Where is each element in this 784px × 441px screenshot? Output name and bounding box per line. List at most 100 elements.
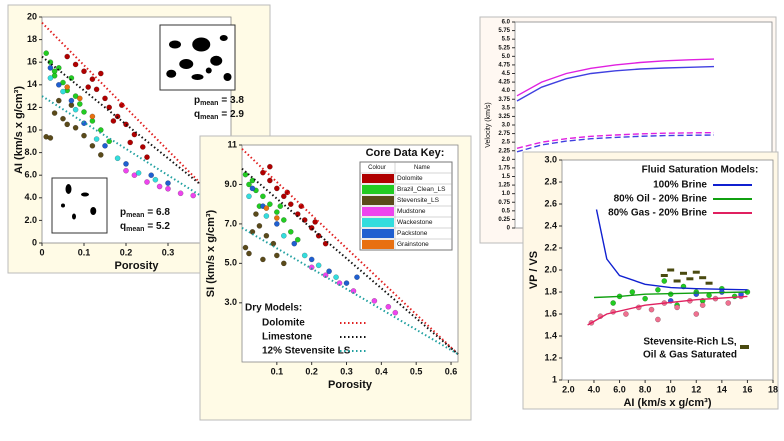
y-tick-label: 2.0	[24, 215, 37, 225]
legend-label: 80% Gas - 20% Brine	[608, 208, 707, 219]
point	[64, 84, 71, 90]
annotation-text: = 5.2	[147, 221, 170, 232]
y-tick-label: 3.0	[224, 297, 237, 307]
point	[280, 217, 287, 223]
point	[308, 264, 315, 271]
point	[123, 121, 129, 128]
point	[280, 193, 287, 200]
x-axis-label: AI (km/s x g/cm³)	[623, 397, 711, 409]
point	[693, 311, 700, 317]
point	[253, 211, 259, 217]
point	[76, 101, 83, 107]
pore	[179, 59, 194, 69]
legend-label: Stevensite-Rich LS,	[643, 337, 737, 348]
point	[371, 297, 378, 304]
legend-label: 100% Brine	[653, 180, 707, 191]
point	[106, 104, 113, 111]
y-tick-label: 8.0	[24, 147, 37, 157]
y-tick-label: 16	[27, 57, 37, 67]
y-axis-label: SI (km/s x g/cm³)	[205, 209, 217, 297]
pore	[166, 69, 177, 78]
y-tick-label: 0	[32, 237, 37, 247]
legend-swatch	[362, 229, 394, 238]
legend-swatch	[740, 345, 749, 349]
point	[64, 121, 71, 128]
y-tick-label: 5.5	[502, 37, 511, 43]
y-tick-label: 2.75	[498, 131, 510, 137]
point	[263, 232, 270, 239]
x-tick-label: 0.4	[375, 366, 388, 376]
chart: 3.0 5.0 7.0 9.0 11 0.1 0.2 0.3 0.4 0.5 0.6 Porosity…	[199, 135, 472, 421]
x-tick-label: 0.1	[271, 366, 284, 376]
x-tick-label: 0.5	[410, 366, 423, 376]
point	[260, 193, 266, 200]
x-tick-label: 6.0	[613, 384, 626, 394]
y-tick-label: 11	[227, 139, 237, 149]
y-tick-label: 1.2	[544, 352, 557, 362]
y-tick-label: 5.0	[502, 54, 511, 60]
point	[47, 135, 54, 141]
legend-title: Fluid Saturation Models:	[642, 165, 759, 176]
point	[610, 300, 617, 306]
pore	[192, 37, 211, 52]
point	[165, 185, 171, 192]
inset-image	[159, 24, 236, 91]
point	[667, 268, 675, 272]
y-tick-label: 20	[27, 11, 37, 21]
y-tick-label: 1.0	[502, 191, 511, 197]
y-tick-label: 7.0	[224, 218, 237, 228]
point	[315, 262, 322, 269]
y-axis-label: VP / VS	[528, 251, 540, 289]
pore	[61, 203, 65, 208]
point	[312, 219, 319, 225]
annotation: qmean = 2.9	[194, 109, 244, 121]
point	[102, 95, 108, 102]
annotation: qmean = 5.2	[120, 221, 170, 233]
legend-label: Grainstone	[397, 241, 429, 248]
annotation-text: = 6.8	[147, 207, 170, 218]
point	[267, 177, 273, 184]
legend-title: Core Data Key:	[366, 147, 445, 159]
annotation-text: = 2.9	[221, 109, 244, 120]
legend-label: Limestone	[262, 332, 312, 343]
x-tick-label: 2.0	[562, 384, 575, 394]
x-tick-label: 12	[691, 384, 701, 394]
point	[114, 155, 121, 162]
point	[81, 68, 87, 75]
point	[131, 172, 138, 179]
y-tick-label: 1.75	[498, 165, 510, 171]
point	[85, 84, 92, 90]
x-tick-label: 8.0	[639, 384, 652, 394]
series-line	[41, 95, 232, 216]
y-tick-label: 5.0	[224, 258, 237, 268]
y-tick-label: 1.8	[544, 286, 557, 296]
legend-swatch	[362, 207, 394, 216]
point	[72, 106, 79, 113]
point	[89, 113, 96, 120]
x-tick-label: 10	[666, 384, 676, 394]
y-tick-label: 1.5	[502, 174, 511, 180]
inset-image	[51, 177, 108, 234]
legend-swatch	[362, 240, 394, 249]
y-tick-label: 1.4	[544, 330, 557, 340]
x-tick-label: 0.2	[305, 366, 318, 376]
y-tick-label: 12	[27, 102, 37, 112]
y-tick-label: 1.6	[544, 308, 557, 318]
y-tick-label: 4.5	[502, 71, 511, 77]
pore	[169, 40, 181, 49]
point	[64, 53, 71, 60]
annotation-symbol: p	[120, 207, 126, 218]
point	[326, 268, 332, 275]
pore	[191, 74, 204, 80]
point	[260, 169, 266, 176]
y-axis-label: Velocity (km/s)	[485, 102, 492, 148]
legend-label: Packstone	[397, 230, 428, 237]
point	[144, 179, 150, 185]
point	[280, 260, 287, 267]
series-line	[241, 148, 459, 355]
x-tick-label: 16	[742, 384, 752, 394]
y-tick-label: 1.25	[498, 183, 510, 189]
pore	[223, 73, 232, 81]
legend-label: Stevensite_LS	[397, 197, 440, 204]
